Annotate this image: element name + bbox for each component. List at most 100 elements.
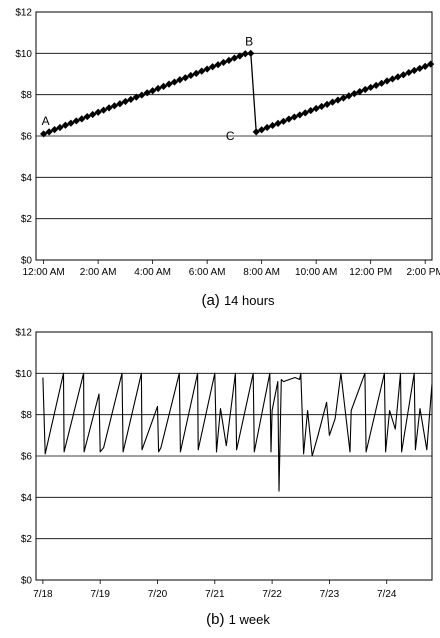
data-point-marker (399, 71, 407, 79)
data-point-marker (127, 95, 135, 104)
data-point-marker (143, 89, 151, 97)
x-tick-label: 7/19 (90, 589, 110, 600)
data-point-marker (230, 54, 239, 62)
data-point-marker (165, 80, 173, 88)
data-point-marker (203, 65, 211, 73)
caption-text: 14 hours (224, 293, 275, 308)
caption-text: 1 week (229, 612, 271, 627)
data-point-marker (334, 96, 342, 104)
y-tick-label: $6 (21, 132, 33, 143)
data-point-marker (263, 123, 271, 132)
x-tick-label: 8:00 AM (243, 267, 280, 278)
data-point-marker (99, 106, 108, 114)
data-point-marker (410, 66, 418, 75)
y-tick-label: $10 (15, 369, 32, 380)
chart-caption: (a) 14 hours (201, 292, 275, 309)
data-point-marker (138, 91, 146, 99)
data-point-marker (301, 109, 309, 117)
y-tick-label: $6 (21, 452, 33, 463)
data-point-marker (421, 62, 429, 70)
y-tick-label: $12 (15, 328, 32, 339)
data-point-marker (328, 98, 337, 106)
data-point-marker (181, 74, 189, 82)
data-point-marker (176, 76, 184, 84)
data-point-marker (121, 97, 129, 106)
x-tick-label: 7/18 (33, 589, 53, 600)
y-tick-label: $4 (21, 173, 33, 184)
data-point-marker (268, 121, 277, 130)
data-point-marker (416, 64, 424, 73)
caption-letter: (a) (201, 292, 224, 309)
data-point-marker (285, 115, 293, 123)
data-point-marker (394, 73, 402, 81)
data-point-marker (78, 115, 86, 123)
x-tick-label: 4:00 AM (134, 267, 171, 278)
point-annotation-a: A (42, 114, 50, 128)
data-point-marker (192, 69, 200, 77)
data-point-marker (345, 92, 353, 100)
data-point-marker (219, 58, 228, 67)
point-annotation-b: B (245, 34, 253, 48)
series-line (42, 372, 433, 492)
data-point-marker (56, 123, 64, 132)
data-point-marker (61, 121, 70, 129)
data-point-marker (72, 117, 80, 125)
data-point-marker (110, 102, 119, 110)
data-point-marker (361, 85, 369, 94)
data-point-marker (312, 104, 320, 113)
data-point-marker (40, 130, 48, 138)
data-point-marker (45, 128, 53, 136)
data-point-marker (307, 106, 315, 115)
data-point-marker (367, 83, 375, 92)
y-tick-label: $0 (21, 576, 33, 587)
data-point-marker (116, 100, 124, 108)
y-tick-label: $8 (21, 410, 33, 421)
y-tick-label: $8 (21, 90, 33, 101)
x-tick-label: 12:00 AM (22, 267, 64, 278)
data-point-marker (105, 104, 113, 112)
chart-b-1-week: $0 $2 $4 $6 $8 $10 $12 7/18 7/19 7/20 7/21 7/22 7/23… (15, 328, 433, 628)
data-point-marker (388, 75, 397, 83)
x-tick-label: 10:00 AM (295, 267, 337, 278)
data-point-marker (94, 108, 102, 116)
data-point-marker (290, 113, 298, 121)
data-point-marker (296, 111, 304, 119)
data-point-marker (356, 87, 364, 96)
data-point-marker (258, 126, 266, 134)
plot-area-frame (35, 11, 433, 261)
point-annotation-c: C (226, 129, 235, 143)
data-point-marker (252, 128, 260, 136)
y-tick-label: $0 (21, 256, 33, 267)
y-tick-label: $2 (21, 214, 33, 225)
data-point-marker (372, 81, 380, 89)
data-point-marker (187, 71, 195, 80)
data-point-marker (154, 84, 162, 93)
data-point-marker (198, 67, 206, 75)
x-tick-label: 7/20 (148, 589, 168, 600)
data-point-marker (225, 56, 233, 64)
x-tick-label: 12:00 PM (349, 267, 392, 278)
data-point-marker (405, 68, 413, 77)
data-point-marker (339, 94, 348, 102)
data-point-marker (247, 49, 255, 57)
x-tick-label: 2:00 PM (407, 267, 440, 278)
x-tick-label: 7/23 (320, 589, 340, 600)
x-tick-label: 7/21 (205, 589, 225, 600)
y-tick-label: $10 (15, 49, 32, 60)
data-point-marker (214, 61, 222, 69)
data-point-marker (209, 63, 217, 71)
data-point-marker (279, 117, 288, 125)
data-point-marker (350, 90, 358, 98)
x-tick-label: 7/24 (377, 589, 397, 600)
data-point-marker (159, 82, 168, 90)
y-tick-label: $4 (21, 493, 33, 504)
data-point-marker (241, 50, 249, 58)
data-point-marker (83, 112, 91, 121)
data-point-marker (323, 100, 331, 108)
data-point-marker (383, 77, 391, 85)
data-point-marker (67, 119, 75, 127)
data-point-marker (170, 78, 179, 86)
chart-a-14-hours: $0 $2 $4 $6 $8 $10 $12 12:00 AM 2:00 AM 4:00 AM 6:… (15, 8, 440, 310)
chart-caption: (b) 1 week (206, 611, 270, 628)
data-point-marker (50, 125, 59, 134)
